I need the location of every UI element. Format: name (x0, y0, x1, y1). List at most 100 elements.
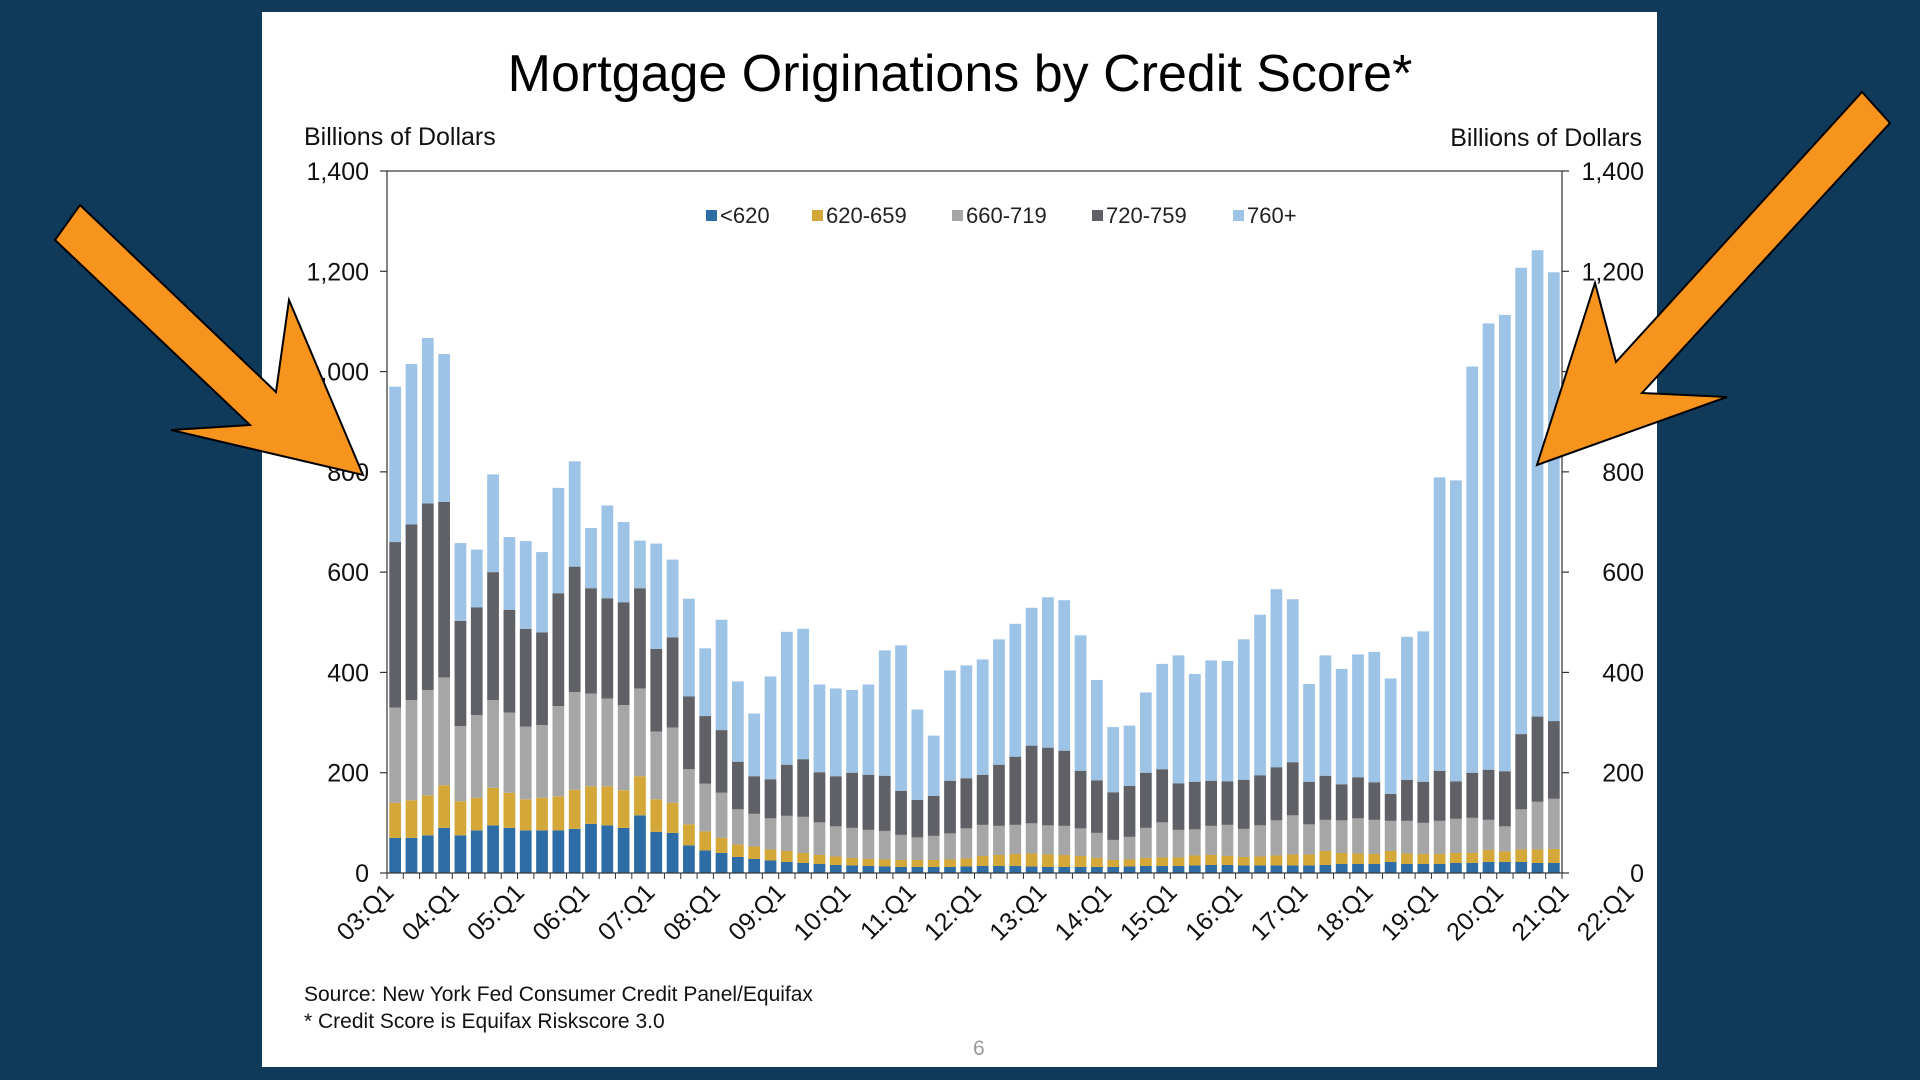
bar-segment (1025, 607, 1038, 746)
bar-segment (1042, 866, 1054, 873)
bar-segment (503, 537, 516, 610)
bar-segment (1123, 836, 1136, 860)
legend-label: 660-719 (966, 203, 1047, 228)
bar-segment (1270, 767, 1283, 821)
bar-segment (1172, 655, 1185, 784)
x-ticks: 03:Q104:Q105:Q106:Q107:Q108:Q109:Q110:Q1… (331, 873, 1640, 946)
bar-segment (1188, 865, 1201, 873)
bar-segment (1352, 777, 1364, 819)
bar-segment (1237, 828, 1250, 857)
bar-segment (813, 863, 826, 873)
bar-segment (829, 776, 842, 827)
y-ticks-right: 0 200 400 600 800 1,000 1,200 1,400 (1562, 158, 1644, 888)
bar-segment (1450, 480, 1462, 782)
bar-segment (1025, 853, 1038, 867)
bar-segment (780, 861, 793, 873)
y-tick-label-left: 400 (327, 659, 369, 687)
bar-segment (878, 775, 891, 831)
bar-segment (438, 354, 450, 502)
x-tick-label: 03:Q1 (331, 878, 399, 946)
x-tick-label: 20:Q1 (1441, 878, 1509, 946)
bar-segment (764, 676, 777, 780)
y-tick-label-right: 600 (1602, 559, 1644, 587)
bar-segment (1237, 856, 1250, 866)
bar-segment (1286, 762, 1299, 816)
bar-segment (731, 809, 744, 845)
bar-segment (862, 774, 875, 830)
bar-segment (650, 799, 663, 832)
bar-segment (1107, 866, 1120, 873)
y-tick-label-right: 400 (1602, 659, 1644, 687)
bar-segment (797, 816, 810, 853)
bar-segment (1221, 660, 1234, 782)
bar-segment (927, 835, 940, 860)
bar-segment (1450, 781, 1462, 819)
bar-segment (911, 709, 924, 800)
bar-segment (878, 866, 891, 873)
bar-segment (1368, 863, 1381, 873)
bar-segment (536, 830, 548, 873)
y-tick-label-right: 1,200 (1581, 258, 1644, 286)
bar-segment (1107, 859, 1120, 867)
bar-segment (519, 628, 532, 727)
bar-segment (748, 813, 761, 847)
bar-segment (1319, 850, 1332, 865)
x-tick-label: 18:Q1 (1311, 878, 1379, 946)
bar-segment (1107, 727, 1120, 793)
bar-segment (1335, 863, 1348, 873)
bar-segment (764, 818, 777, 850)
bar-segment (895, 866, 907, 873)
bar-segment (1499, 826, 1511, 852)
bar-segment (846, 827, 858, 858)
bar-segment (666, 802, 679, 833)
bar-segment (519, 830, 532, 873)
bar-segment (1237, 865, 1250, 873)
bar-segment (634, 776, 646, 816)
bar-segment (519, 541, 532, 629)
bar-segment (1547, 798, 1560, 849)
chart: Mortgage Originations by Credit Score* B… (304, 45, 1644, 1060)
bar-segment (617, 522, 630, 603)
bar-segment (1547, 862, 1560, 873)
bar-segment (1401, 636, 1413, 780)
bar-segment (585, 823, 597, 873)
bar-segment (1547, 272, 1560, 722)
bar-segment (927, 859, 940, 867)
bar-segment (862, 865, 875, 873)
legend-label: 760+ (1247, 203, 1297, 228)
bar-segment (470, 549, 483, 608)
bar-segment (862, 858, 875, 866)
bar-segment (1156, 865, 1169, 873)
x-tick-label: 06:Q1 (527, 878, 595, 946)
bar-segment (1254, 856, 1266, 866)
bar-segment (813, 822, 826, 855)
y-axis-label-right: Billions of Dollars (1450, 124, 1642, 152)
bar-segment (976, 774, 989, 825)
bar-segment (421, 503, 434, 690)
bar-segment (405, 800, 418, 838)
bar-segment (683, 696, 695, 770)
legend-swatch (706, 210, 717, 221)
bar-segment (1531, 250, 1544, 717)
bar-segment (1058, 866, 1071, 873)
bar-segment (1401, 863, 1413, 873)
bar-segment (1172, 857, 1185, 866)
bar-segment (829, 688, 842, 777)
bar-segment (487, 474, 499, 573)
bar-segment (715, 792, 728, 838)
x-tick-label: 19:Q1 (1376, 878, 1444, 946)
bar-segment (487, 572, 499, 701)
bar-segment (438, 827, 450, 873)
x-tick-label: 05:Q1 (462, 878, 530, 946)
x-tick-label: 15:Q1 (1115, 878, 1183, 946)
x-tick-label: 11:Q1 (855, 878, 922, 945)
bar-segment (1482, 769, 1495, 820)
bar-segment (1139, 772, 1152, 828)
bar-segment (536, 632, 548, 726)
bar-segment (976, 865, 989, 873)
bar-segment (1091, 832, 1103, 858)
bar-segment (536, 552, 548, 633)
bar-segment (1009, 853, 1022, 866)
bar-segment (470, 607, 483, 716)
bar-segment (1009, 756, 1022, 825)
